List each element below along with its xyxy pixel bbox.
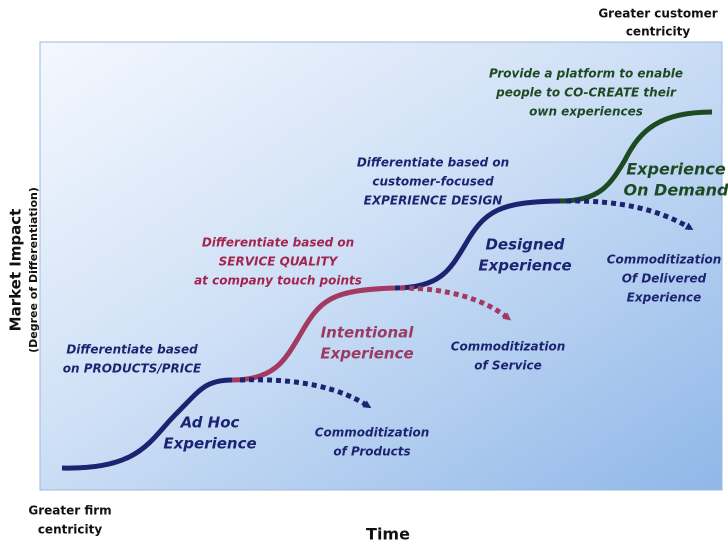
strategy-label: SERVICE QUALITY (219, 255, 339, 269)
commoditization-label: Experience (627, 291, 702, 305)
strategy-label: Differentiate based on (357, 156, 509, 170)
strategy-label: Provide a platform to enable (489, 67, 683, 81)
commoditization-label: of Service (474, 359, 542, 373)
strategy-label: Differentiate based (66, 343, 198, 357)
stage-name: Experience (478, 257, 571, 275)
corner-label: Greater customer (598, 7, 717, 21)
commoditization-label: Commoditization (451, 340, 566, 354)
strategy-label: Differentiate based on (202, 236, 354, 250)
strategy-label: customer-focused (372, 175, 494, 189)
commoditization-label: of Products (333, 445, 410, 459)
strategy-label: people to CO-CREATE their (495, 86, 677, 100)
stage-name: Experience (320, 345, 413, 363)
commoditization-label: Commoditization (607, 253, 722, 267)
stage-name: On Demand (623, 181, 728, 200)
commoditization-arrow (239, 377, 372, 409)
corner-label: centricity (626, 25, 691, 39)
stage-name: Intentional (321, 324, 415, 342)
y-axis-sublabel: (Degree of Differentiation) (27, 187, 40, 353)
corner-label: Greater firm (28, 504, 111, 518)
curve-designed (394, 198, 561, 291)
strategy-label: EXPERIENCE DESIGN (364, 194, 503, 208)
commoditization-label: Of Delivered (622, 272, 707, 286)
curve-ad-hoc (61, 377, 233, 471)
strategy-label: own experiences (529, 105, 643, 119)
y-axis-label: Market Impact (7, 209, 25, 332)
corner-label: centricity (38, 523, 103, 537)
strategy-label: on PRODUCTS/PRICE (63, 362, 202, 376)
strategy-label: at company touch points (194, 274, 362, 288)
curve-on-demand (559, 109, 713, 204)
x-axis-label: Time (366, 525, 410, 544)
commoditization-label: Commoditization (315, 426, 430, 440)
panel (39, 41, 723, 491)
stage-name: Ad Hoc (180, 414, 240, 432)
curve-intentional (231, 285, 396, 383)
stage-name: Experience (163, 435, 256, 453)
stage-name: Designed (485, 236, 564, 254)
commoditization-arrow (399, 285, 512, 321)
stage-name: Experience (626, 160, 726, 179)
